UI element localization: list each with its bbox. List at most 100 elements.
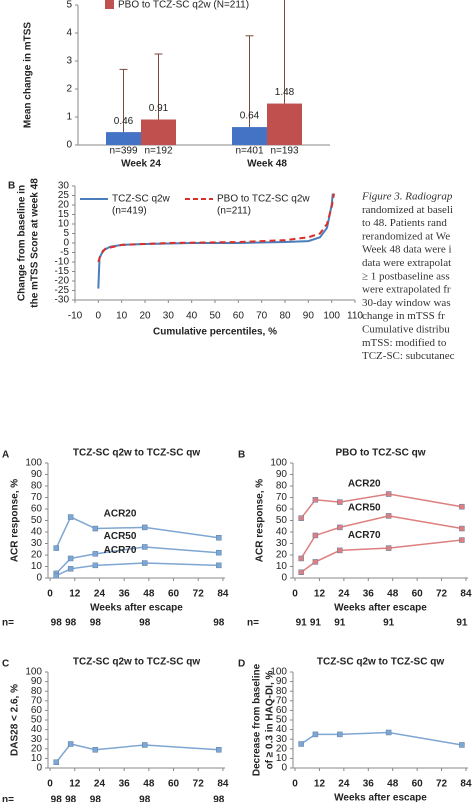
n-value: 98 [139,795,151,802]
point [216,562,222,569]
y-tick-label: 70 [31,492,43,503]
x-tick-label: 12 [69,779,81,790]
x-tick-label: 36 [119,589,131,600]
series-label: ACR50 [348,502,381,513]
y-tick-label: 30 [31,734,43,745]
value-label: 0.91 [149,103,169,114]
y-axis-label: of ≥ 0.3 in HAQ-DI, % [265,670,276,769]
y-tick-label: 5 [63,228,69,239]
n-label: n=399 [109,146,138,157]
x-tick-label: 48 [143,779,155,790]
bar [141,119,176,145]
x-tick-label: Week 24 [121,159,161,170]
y-tick-label: 5 [66,0,72,11]
y-tick-label: 90 [276,469,288,480]
x-tick-label: 84 [460,779,472,790]
n-value: 98 [139,618,151,629]
legend-swatch [105,0,114,9]
n-label: n= [2,795,14,802]
point [216,747,222,753]
panel-label: C [2,659,9,670]
y-tick-label: 40 [31,724,43,735]
x-tick-label: 90 [303,311,315,322]
value-label: 0.46 [114,116,134,127]
point [92,551,99,557]
x-tick-label: 48 [387,779,399,790]
n-value: 98 [213,795,225,802]
panel-label: B [238,450,245,461]
x-axis-label: Weeks after escape [90,603,183,614]
y-tick-label: -30 [55,295,70,306]
x-tick-label: -10 [68,311,83,322]
caption-line: to 48. Patients rand [362,217,447,229]
point [298,515,304,521]
y-tick-label: 30 [31,538,43,549]
x-tick-label: 36 [363,589,375,600]
series-line [55,516,219,549]
point [337,547,343,554]
point [53,572,59,579]
y-tick-label: 0 [36,763,42,774]
x-tick-label: 70 [256,311,268,322]
legend-n: (n=419) [112,206,147,217]
n-value: 98 [65,795,77,802]
bar [106,132,141,145]
x-axis-label: Weeks after escape [334,603,427,614]
y-axis-label: Mean change in mTSS [23,22,34,128]
caption-line: Week 48 data were i [362,244,452,256]
point [67,555,74,562]
series-line [55,562,219,577]
series-label: ACR20 [104,509,137,520]
point [298,569,304,575]
y-tick-label: 1 [66,112,72,123]
x-tick-label: 30 [163,311,175,322]
point [459,742,465,748]
caption-line: mTSS: modified to [362,337,447,349]
y-tick-label: 0 [281,763,287,774]
legend-label: TCZ-SC q2w [112,194,171,205]
x-tick-label: 60 [168,589,180,600]
series-line [300,731,463,746]
y-tick-label: 20 [276,550,288,561]
x-tick-label: 36 [119,779,131,790]
x-tick-label: Week 48 [247,159,287,170]
y-tick-label: 60 [276,705,288,716]
point [141,544,148,550]
y-tick-label: 10 [58,219,70,230]
x-tick-label: 110 [347,311,363,322]
series-label: ACR20 [348,479,381,490]
n-label: n=192 [144,146,173,157]
x-tick-label: 0 [47,589,53,600]
n-value: 98 [213,618,225,629]
y-tick-label: 60 [31,705,43,716]
y-tick-label: 70 [276,695,288,706]
series-line [300,539,462,573]
x-tick-label: 72 [436,589,448,600]
x-axis-label: Weeks after escape [334,793,427,802]
y-tick-label: 100 [25,667,42,678]
x-tick-label: 20 [139,311,151,322]
point [67,741,74,747]
panel-label: A [2,450,9,461]
y-tick-label: 100 [270,458,287,469]
series-line [300,493,463,519]
caption-line: Cumulative distribu [362,324,450,336]
point [312,497,319,503]
point [53,545,59,551]
y-axis-label: the mTSS Score at week 48 [30,178,41,308]
x-axis-label: Cumulative percentiles, % [153,327,277,338]
x-tick-label: 50 [209,311,221,322]
chart-title: PBO to TCZ-SC qw [336,448,426,459]
y-tick-label: 15 [58,209,70,220]
y-tick-label: 40 [31,527,43,538]
panel-label: B [8,181,15,192]
bar [267,103,302,145]
caption-line: data were extrapolat [362,257,451,269]
y-tick-label: 50 [276,715,288,726]
x-tick-label: 72 [193,589,205,600]
point [385,513,392,519]
n-value: 91 [334,618,346,629]
x-tick-label: 60 [412,779,424,790]
caption-line: randomized at baseli [362,204,453,216]
y-tick-label: 10 [31,753,43,764]
